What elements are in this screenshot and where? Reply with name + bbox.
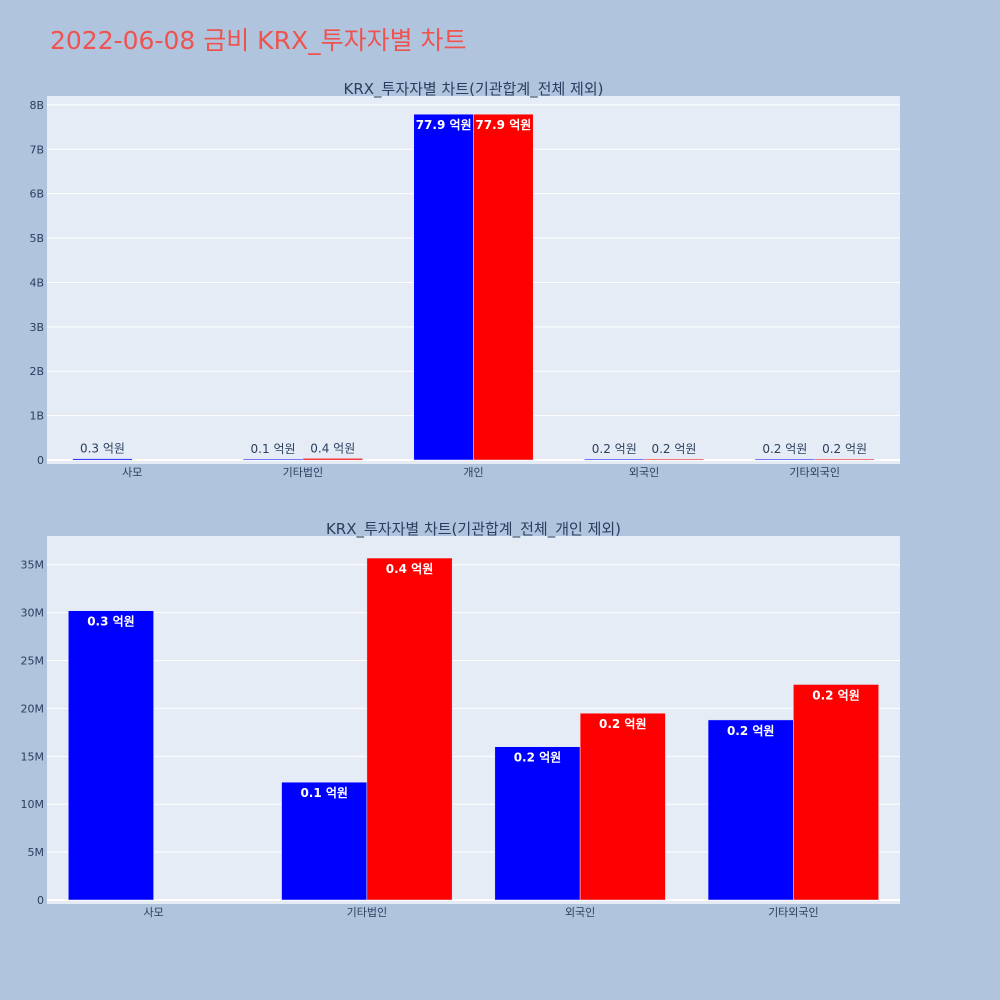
y-tick-label: 35M [21, 559, 45, 572]
x-tick-label: 외국인 [629, 466, 659, 479]
bar [584, 458, 645, 461]
chart-2: 0 5M 10M 15M 20M 25M 30M 35M KRX_투자자별 차트(기관합계_전체… [21, 520, 900, 919]
x-tick-label: 기타외국인 [768, 906, 819, 919]
y-tick-label: 10M [21, 798, 45, 811]
bar [302, 458, 363, 461]
bar [643, 458, 705, 461]
bar [473, 113, 534, 461]
bar [793, 684, 879, 901]
data-label: 0.2 억원 [592, 442, 637, 456]
y-tick-label: 20M [21, 702, 45, 715]
y-tick-label: 15M [21, 750, 45, 763]
x-tick-label: 개인 [463, 466, 483, 479]
chart-title: KRX_투자자별 차트(기관합계_전체 제외) [344, 80, 604, 99]
data-label: 0.4 억원 [386, 562, 434, 576]
y-tick-label: 25M [21, 655, 45, 668]
y-tick-label: 0 [37, 894, 44, 907]
y-tick-label: 4B [29, 276, 44, 289]
bar [494, 746, 581, 901]
bar [72, 458, 133, 461]
x-tick-label: 외국인 [565, 906, 595, 919]
data-label: 0.2 억원 [812, 688, 860, 702]
data-label: 77.9 억원 [416, 118, 472, 132]
x-tick-label: 기타법인 [347, 906, 387, 919]
y-tick-label: 6B [29, 188, 44, 201]
page-title: 2022-06-08 금비 KRX_투자자별 차트 [50, 26, 467, 55]
y-tick-label: 2B [29, 365, 44, 378]
chart-1: 0 1B 2B 3B 4B 5B 6B 7B 8B KRX_투자자별 차트(기관합계_전체 제외)… [29, 80, 900, 479]
data-label: 0.2 억원 [762, 442, 807, 456]
x-tick-label: 기타법인 [283, 466, 323, 479]
data-label: 0.2 억원 [822, 442, 867, 456]
y-tick-label: 30M [21, 607, 45, 620]
x-tick-label: 기타외국인 [789, 466, 840, 479]
bar [242, 458, 304, 461]
data-label: 0.1 억원 [300, 786, 348, 800]
data-label: 77.9 억원 [475, 118, 531, 132]
bar [68, 610, 154, 901]
bar [366, 557, 453, 901]
y-tick-label: 8B [29, 99, 44, 112]
y-tick-label: 5B [29, 232, 44, 245]
data-label: 0.2 억원 [651, 442, 696, 456]
data-label: 0.3 억원 [80, 442, 125, 456]
data-label: 0.1 억원 [251, 442, 296, 456]
bar [281, 781, 368, 901]
y-tick-label: 7B [29, 143, 44, 156]
bar [707, 719, 794, 901]
data-label: 0.3 억원 [87, 615, 135, 629]
y-tick-label: 1B [29, 410, 44, 423]
data-label: 0.2 억원 [599, 717, 647, 731]
data-label: 0.2 억원 [514, 751, 562, 765]
y-tick-label: 3B [29, 321, 44, 334]
x-tick-label: 사모 [144, 906, 164, 919]
bar [814, 458, 875, 461]
chart-title: KRX_투자자별 차트(기관합계_전체_개인 제외) [326, 520, 621, 539]
x-tick-label: 사모 [122, 466, 142, 479]
bar [754, 458, 815, 461]
y-tick-label: 0 [37, 454, 44, 467]
bar [579, 712, 666, 901]
y-tick-label: 5M [28, 846, 45, 859]
bar [413, 113, 474, 461]
data-label: 0.4 억원 [310, 441, 355, 455]
data-label: 0.2 억원 [727, 724, 775, 738]
